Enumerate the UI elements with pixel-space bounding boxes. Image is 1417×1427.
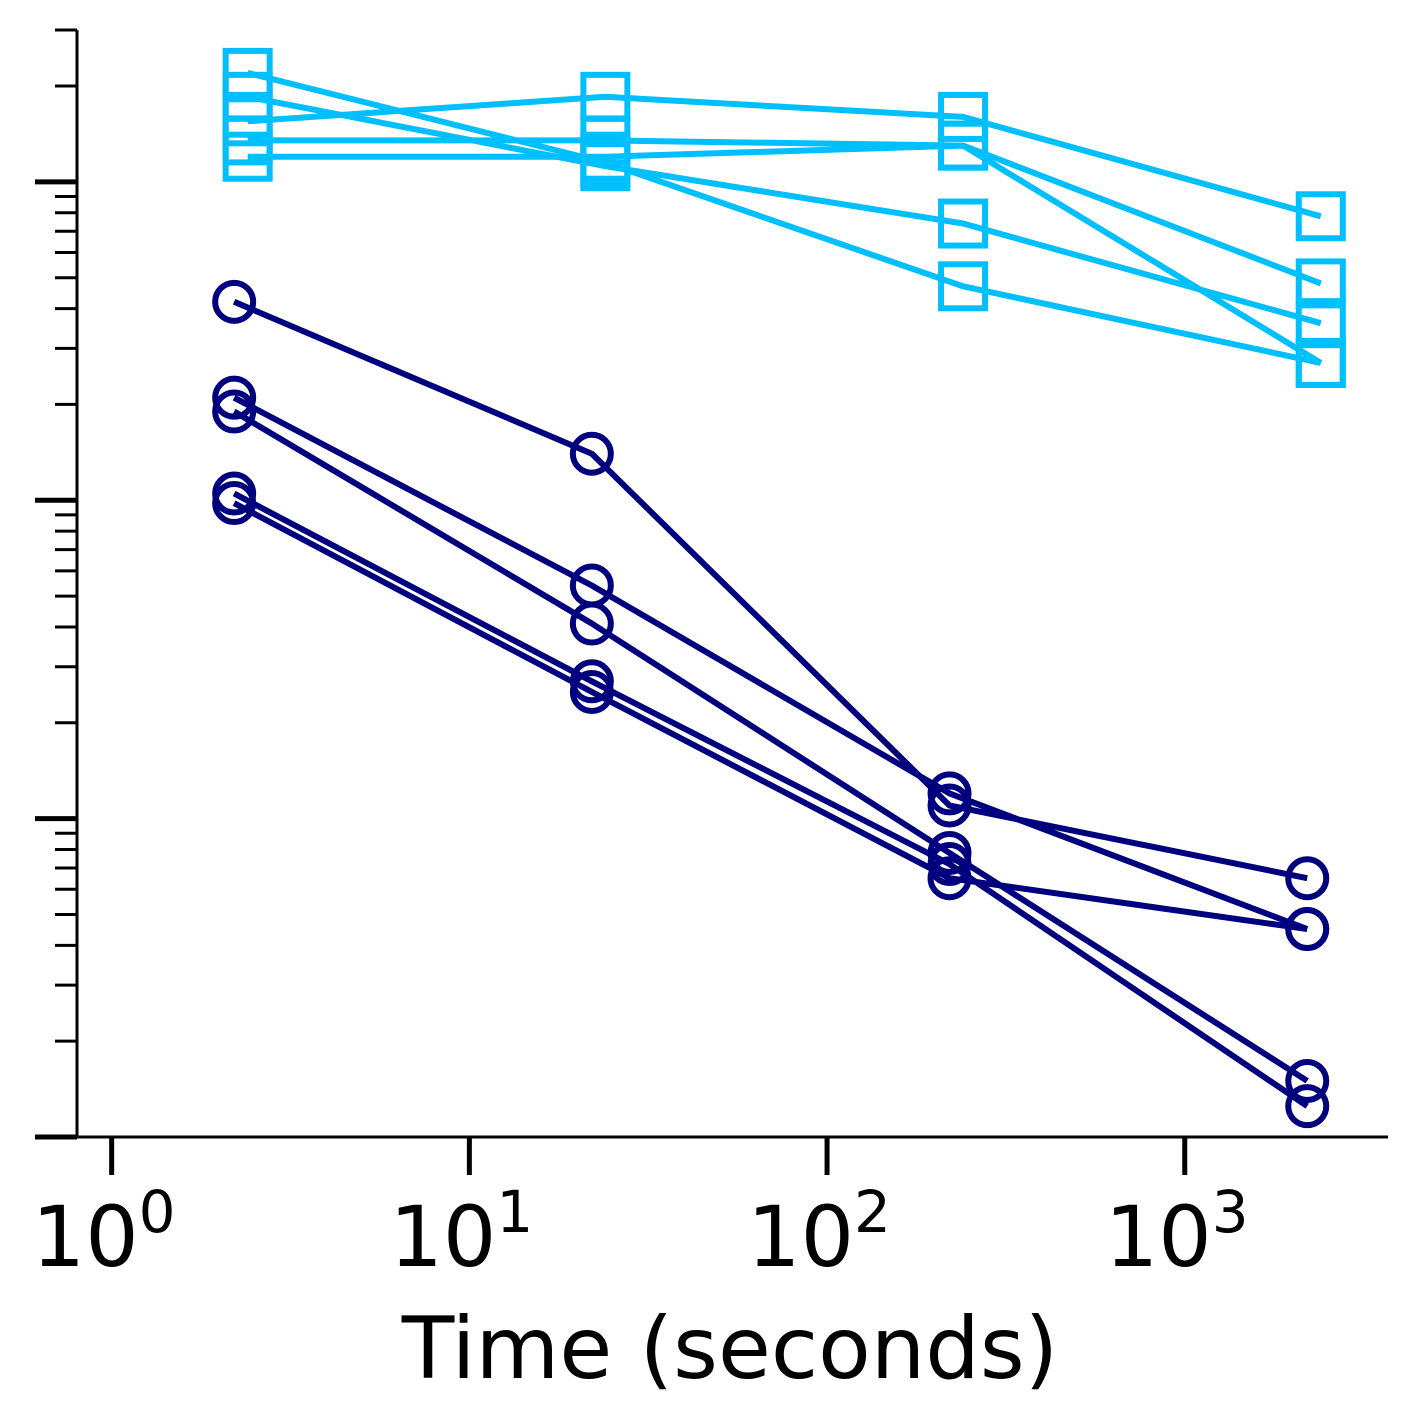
data-point-square	[1295, 298, 1346, 349]
x-axis-title: Time (seconds)	[401, 1299, 1058, 1399]
series-square-1	[222, 47, 1346, 388]
data-point-circle	[212, 279, 257, 324]
series-line-circle-1	[232, 299, 1308, 882]
data-point-square	[938, 198, 989, 249]
data-point-square	[938, 120, 989, 171]
series-square-5	[222, 120, 1346, 309]
data-point-square	[222, 131, 273, 182]
x-tick-label-exponent: 2	[854, 1178, 891, 1246]
data-point-circle	[1285, 1084, 1330, 1129]
series-circle-3	[212, 389, 1330, 1103]
series-circle-5	[212, 481, 1330, 952]
data-point-circle	[212, 389, 257, 434]
x-tick-label: 100	[32, 1178, 176, 1286]
x-tick-label-base: 10	[389, 1188, 496, 1286]
x-tick-label: 101	[389, 1178, 533, 1286]
data-point-square	[1295, 191, 1346, 242]
data-point-circle	[927, 842, 972, 887]
series-circle-1	[212, 279, 1330, 901]
data-point-square	[580, 131, 631, 182]
data-point-square	[1295, 258, 1346, 309]
data-point-square	[222, 96, 273, 147]
series-line-square-4	[247, 93, 1322, 220]
series-square-2	[222, 71, 1346, 349]
series-line-circle-2	[232, 395, 1309, 932]
data-point-square	[938, 91, 989, 142]
axes-layer	[35, 28, 1388, 1175]
series-line-square-2	[247, 93, 1322, 327]
series-circle-4	[212, 471, 1330, 1129]
data-point-circle	[927, 856, 972, 901]
data-point-circle	[1285, 907, 1330, 952]
data-point-square	[1295, 337, 1346, 388]
data-point-circle	[1285, 856, 1330, 901]
data-point-circle	[1285, 1058, 1330, 1103]
x-tick-label-exponent: 3	[1212, 1178, 1249, 1246]
data-point-circle	[212, 375, 257, 420]
data-point-circle	[212, 481, 257, 526]
series-line-circle-5	[232, 500, 1308, 932]
data-point-square	[580, 71, 631, 122]
data-point-circle	[927, 771, 972, 816]
series-layer	[212, 47, 1346, 1129]
x-tick-label-base: 10	[1105, 1188, 1212, 1286]
series-line-circle-3	[232, 408, 1309, 1084]
series-square-4	[222, 71, 1346, 242]
series-line-square-5	[247, 142, 1322, 287]
series-line-square-3	[247, 137, 1323, 366]
data-point-circle	[569, 601, 614, 646]
data-point-circle	[569, 669, 614, 714]
x-tick-label-exponent: 1	[496, 1178, 533, 1246]
labels-layer: Time (seconds) 100 101 102 103	[32, 1178, 1249, 1399]
x-tick-label-base: 10	[32, 1188, 139, 1286]
data-point-square	[938, 261, 989, 312]
series-line-circle-4	[232, 490, 1309, 1109]
series-circle-2	[212, 375, 1330, 952]
x-tick-label: 103	[1105, 1178, 1249, 1286]
data-point-circle	[569, 431, 614, 476]
x-tick-label-base: 10	[747, 1188, 854, 1286]
x-tick-label-exponent: 0	[139, 1178, 176, 1246]
series-line-square-1	[246, 69, 1322, 366]
x-tick-label: 102	[747, 1178, 891, 1286]
data-point-circle	[927, 783, 972, 828]
